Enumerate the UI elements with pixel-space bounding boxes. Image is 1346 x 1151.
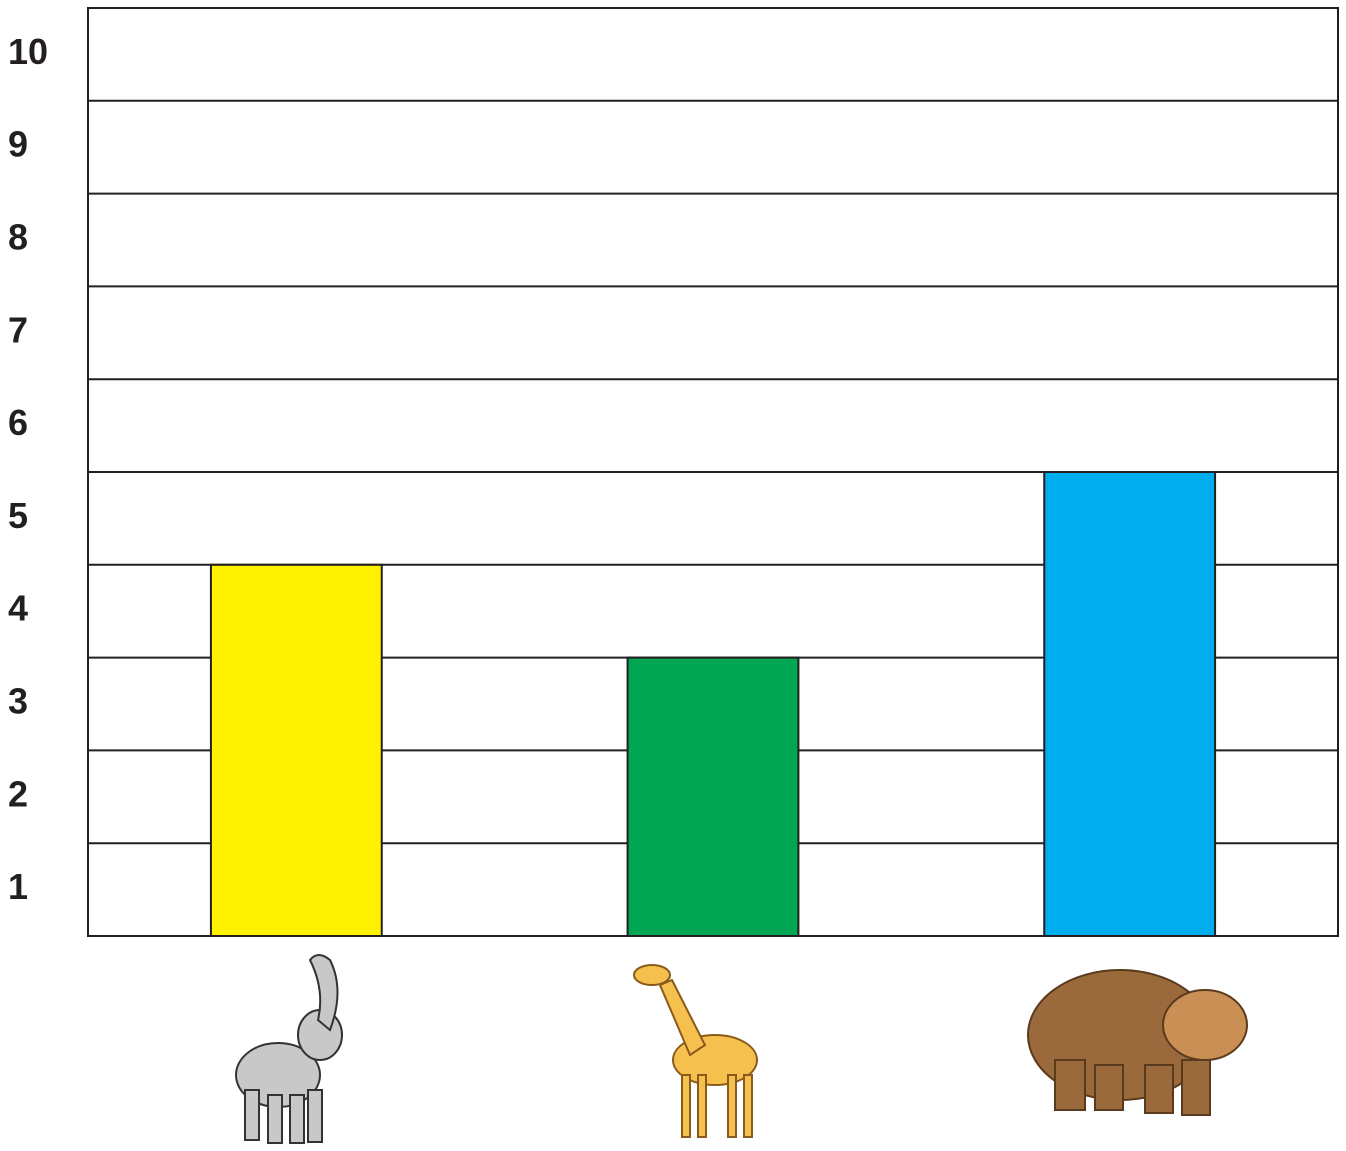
y-tick-label: 2 [8, 773, 28, 814]
y-tick-label: 9 [8, 124, 28, 165]
bar [209, 563, 383, 937]
y-tick-label: 1 [8, 866, 28, 907]
bar [1043, 471, 1217, 937]
bar [626, 656, 800, 937]
elephant-icon [235, 954, 343, 1144]
y-tick-label: 3 [8, 681, 28, 722]
y-tick-label: 4 [8, 588, 28, 629]
y-tick-label: 7 [8, 309, 28, 350]
y-tick-label: 6 [8, 402, 28, 443]
bear-icon [1027, 969, 1248, 1116]
giraffe-icon [633, 964, 758, 1138]
y-tick-label: 10 [8, 31, 48, 72]
y-tick-label: 5 [8, 495, 28, 536]
y-tick-label: 8 [8, 217, 28, 258]
